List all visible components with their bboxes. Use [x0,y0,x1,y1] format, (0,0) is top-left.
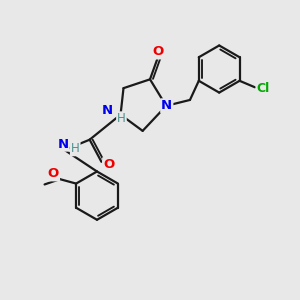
Text: N: N [58,138,69,151]
Text: N: N [161,99,172,112]
Text: Cl: Cl [256,82,270,95]
Text: N: N [102,104,113,117]
Text: H: H [117,112,126,125]
Text: O: O [103,158,114,171]
Text: O: O [48,167,59,180]
Text: H: H [71,142,80,155]
Text: O: O [153,45,164,58]
